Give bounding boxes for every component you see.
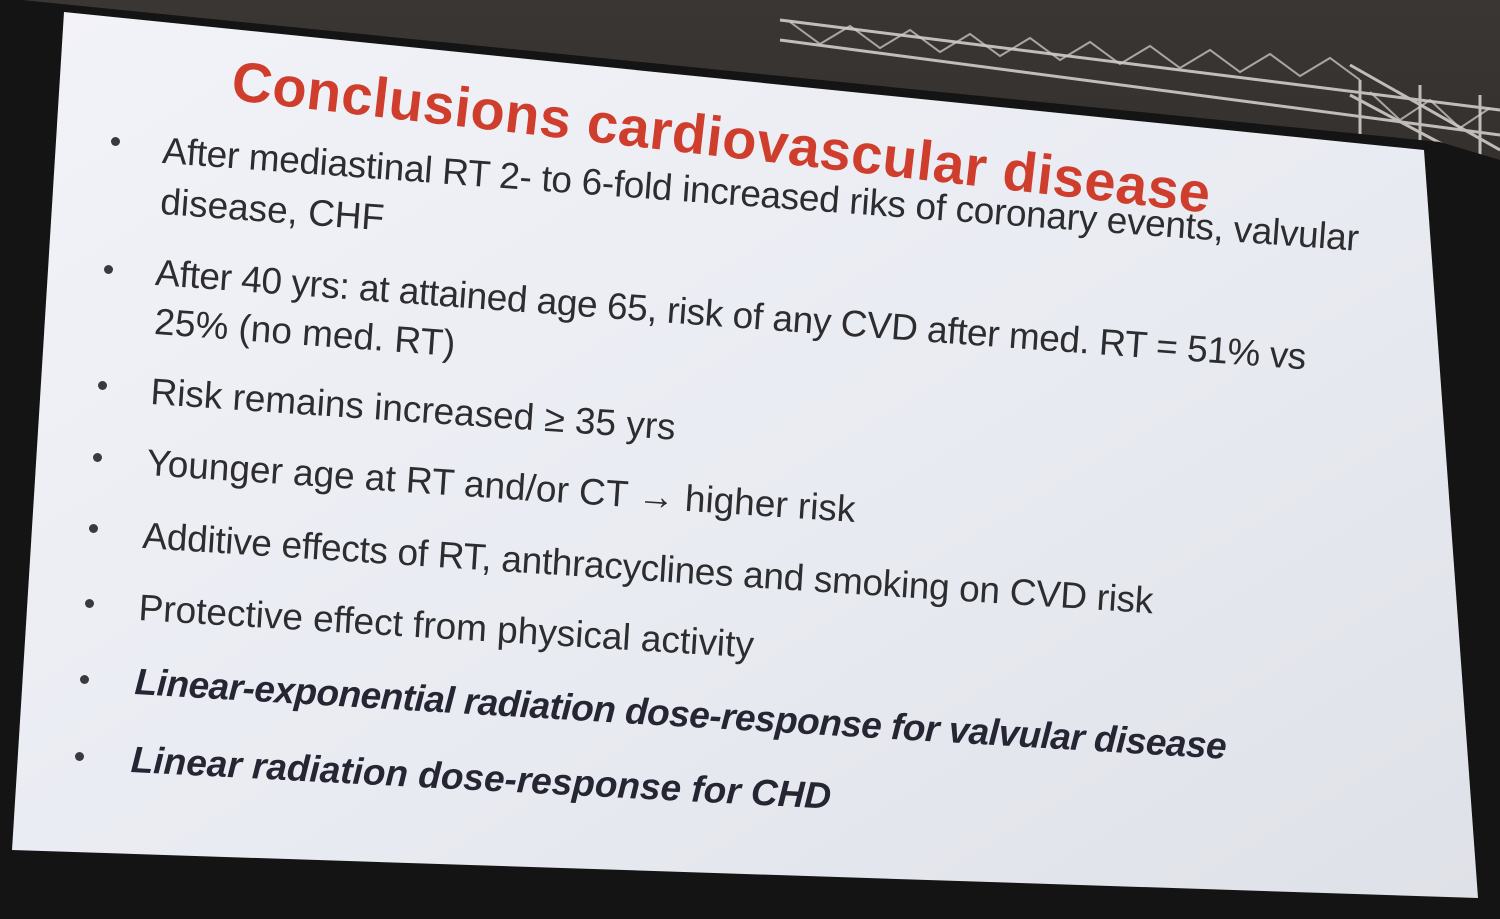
- bullet-dot: [89, 524, 98, 533]
- bullet-4-line-1: Younger age at RT and/or CT → higher ris…: [145, 442, 857, 530]
- bullet-dot: [93, 453, 102, 462]
- bullet-1-line-2: disease, CHF: [159, 181, 386, 239]
- bullet-dot: [104, 265, 113, 274]
- bullet-dot: [85, 599, 94, 608]
- bullet-3-line-1: Risk remains increased ≥ 35 yrs: [149, 371, 678, 448]
- bullet-6-line-1: Protective effect from physical activity: [137, 587, 756, 666]
- ceiling-truss: [779, 18, 1500, 177]
- bullet-dot: [111, 137, 120, 146]
- bullet-dot: [75, 752, 84, 761]
- bullet-dot: [98, 381, 107, 390]
- bullet-8-line-1: Linear radiation dose-response for CHD: [129, 739, 833, 817]
- bullet-dot: [80, 675, 89, 684]
